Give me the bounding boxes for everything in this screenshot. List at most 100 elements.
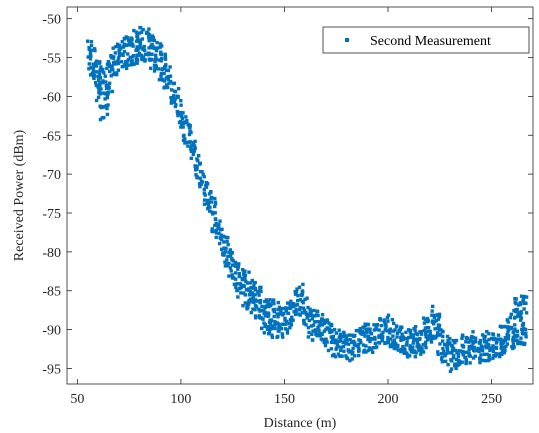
data-point [276,300,280,305]
data-point [496,333,501,337]
data-point [478,360,482,365]
data-point [117,51,122,56]
data-point [237,274,241,279]
data-point [170,98,174,102]
data-point [313,320,317,324]
data-point [113,51,118,55]
data-point [144,52,148,56]
data-point [395,335,399,339]
data-point [181,138,186,142]
data-point [513,309,518,314]
data-point [402,350,406,354]
data-point [93,80,98,85]
data-point [353,354,357,358]
data-point [478,357,483,361]
data-point [364,344,368,348]
data-point [491,344,495,348]
data-point [140,53,144,58]
data-point [302,318,306,323]
data-point [198,176,202,180]
data-point [406,328,411,332]
data-point [352,342,356,346]
data-point [325,326,329,330]
data-point [283,316,287,321]
data-point [213,202,218,206]
data-point [271,326,275,331]
data-point [500,325,504,329]
data-point [203,198,207,202]
data-point [135,58,140,62]
data-point [485,352,489,356]
data-point [413,355,417,359]
data-point [351,350,355,354]
data-point [418,337,422,341]
data-point [247,293,252,297]
data-point [341,345,346,349]
data-point [181,125,185,129]
data-point [154,56,158,61]
data-point [464,358,468,362]
data-point [419,352,423,356]
data-point [430,319,435,323]
data-point [289,323,293,327]
data-point [294,303,298,307]
data-point [150,52,154,56]
data-point [444,352,448,356]
data-point [197,182,202,186]
data-point [514,302,518,306]
data-point [103,97,107,101]
data-point [107,64,111,68]
data-point [366,348,370,353]
data-point [277,305,282,309]
data-point [223,250,228,254]
data-point [374,325,378,329]
data-point [162,71,166,76]
data-point [172,100,177,104]
data-point [301,282,305,287]
data-point [320,332,324,336]
data-point [286,311,291,316]
data-point [308,313,313,318]
data-point [455,351,459,355]
data-point [413,328,417,333]
data-point [511,335,516,339]
data-point [121,45,126,49]
data-point [234,271,238,275]
data-point [311,323,316,327]
data-point [393,328,397,332]
data-point [154,48,159,53]
data-point [131,54,136,58]
data-point [172,81,176,85]
data-point [189,140,193,144]
data-point [218,219,222,223]
data-point [251,296,255,300]
data-point [101,79,105,83]
data-point [123,37,127,41]
data-point [344,334,349,338]
data-point [225,258,229,262]
data-point [233,260,238,265]
data-point [239,286,243,290]
data-point [289,306,293,310]
data-point [322,340,326,345]
data-point [245,304,249,308]
data-point [334,331,338,335]
data-point [242,271,246,275]
data-point [285,319,289,323]
data-point [487,355,491,359]
data-point [412,350,417,354]
data-point [511,330,515,334]
data-point [225,239,229,244]
data-point [213,223,217,228]
data-point [523,294,527,299]
data-point [445,334,450,339]
data-point [114,45,118,49]
data-point [285,331,290,335]
data-point [507,327,511,332]
data-point [302,321,306,326]
data-point [502,351,506,355]
data-point [331,334,335,339]
data-point [468,361,472,365]
data-point [121,53,125,58]
data-point [445,342,450,347]
